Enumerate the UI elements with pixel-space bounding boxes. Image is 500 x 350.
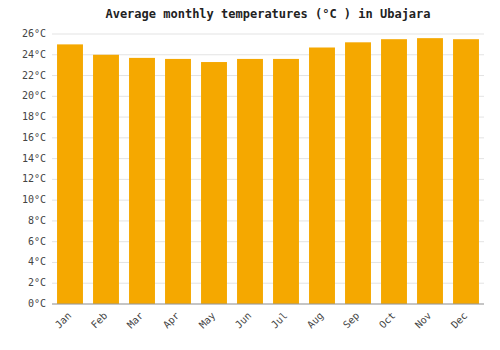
x-tick-label: Feb [89, 310, 110, 331]
grid-line [52, 34, 484, 35]
grid [52, 34, 484, 304]
y-tick-label: 26°C [22, 28, 46, 39]
x-tick-label: Nov [413, 310, 434, 331]
bar [453, 39, 479, 304]
bar [309, 48, 335, 305]
x-tick-label: Mar [125, 310, 146, 331]
bars [57, 38, 479, 304]
y-tick-label: 20°C [22, 90, 46, 101]
x-tick-label: Jun [233, 310, 254, 331]
x-tick-label: Dec [449, 310, 470, 331]
y-tick-label: 0°C [28, 298, 46, 309]
x-tick-label: Sep [341, 310, 362, 331]
grid-line [52, 304, 484, 305]
y-tick-label: 8°C [28, 215, 46, 226]
x-axis-line [52, 304, 484, 305]
bar [93, 55, 119, 304]
x-axis: Jan Feb Mar Apr May Jun Jul Aug Sep Oct Nov Dec [52, 304, 484, 330]
bar [201, 62, 227, 304]
y-tick-label: 6°C [28, 236, 46, 247]
bar [345, 42, 371, 304]
x-tick-label: Aug [305, 310, 326, 331]
title: Average monthly temperatures (°C ) in Ub… [105, 7, 430, 21]
bar [381, 39, 407, 304]
x-tick-label: Jan [53, 310, 74, 331]
x-tick-label: Oct [377, 310, 398, 331]
bar [129, 58, 155, 304]
bar [165, 59, 191, 304]
y-tick-label: 24°C [22, 49, 46, 60]
chart: 0°C 2°C 4°C 6°C 8°C 10°C 12°C 14°C 16°C 18°C 20°C 2… [0, 0, 500, 350]
bar [417, 38, 443, 304]
y-tick-label: 18°C [22, 111, 46, 122]
bar [57, 44, 83, 304]
y-tick-label: 16°C [22, 132, 46, 143]
x-tick-label: May [197, 310, 218, 331]
y-tick-label: 4°C [28, 256, 46, 267]
x-tick-label: Jul [269, 310, 290, 331]
y-tick-label: 2°C [28, 277, 46, 288]
y-tick-label: 14°C [22, 153, 46, 164]
y-axis: 0°C 2°C 4°C 6°C 8°C 10°C 12°C 14°C 16°C 18°C 20°C 2… [22, 28, 46, 309]
x-tick-label: Apr [161, 310, 182, 331]
chart-container: 0°C 2°C 4°C 6°C 8°C 10°C 12°C 14°C 16°C 18°C 20°C 2… [0, 0, 500, 350]
y-tick-label: 12°C [22, 173, 46, 184]
bar [237, 59, 263, 304]
y-tick-label: 22°C [22, 70, 46, 81]
y-tick-label: 10°C [22, 194, 46, 205]
bar [273, 59, 299, 304]
